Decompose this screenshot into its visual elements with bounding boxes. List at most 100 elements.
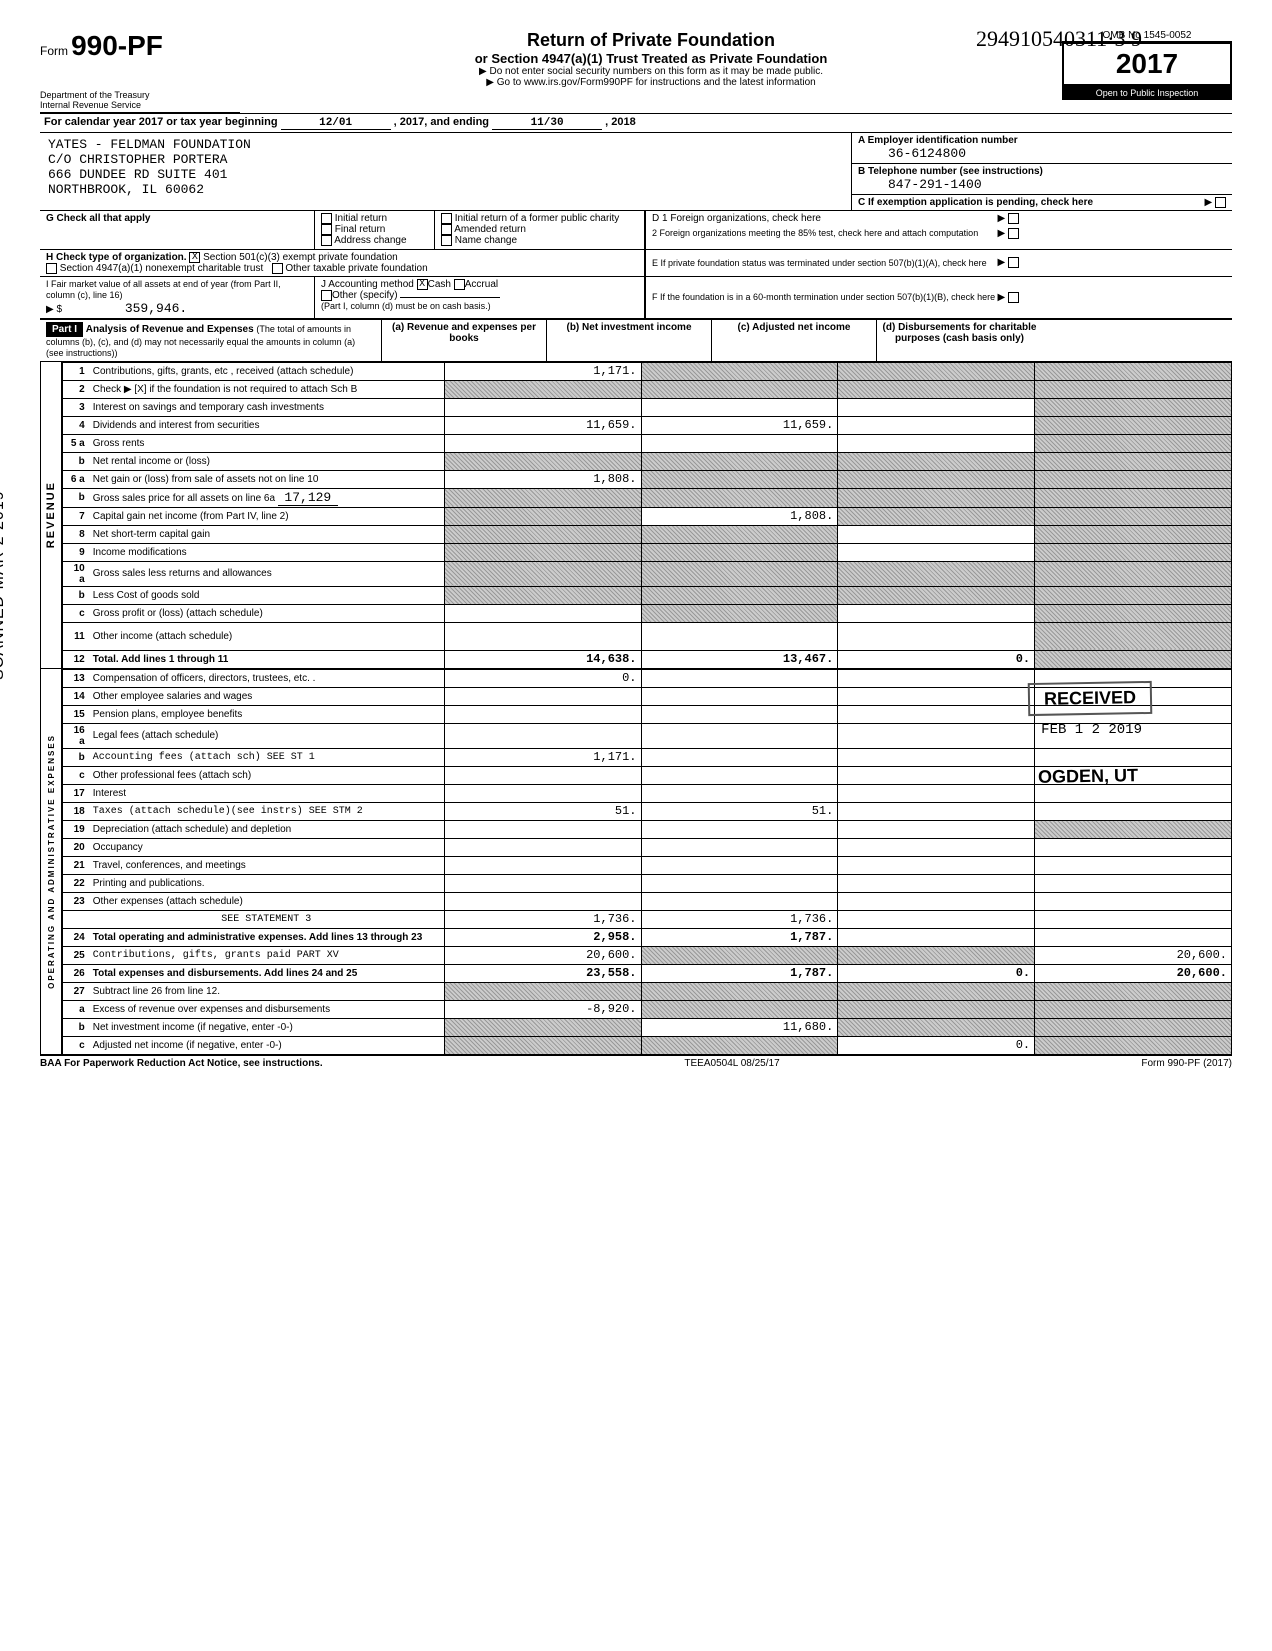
j-c3: Other (specify) <box>332 290 398 301</box>
row-27c: cAdjusted net income (if negative, enter… <box>63 1036 1232 1054</box>
e-label: E If private foundation status was termi… <box>652 258 987 268</box>
received-date-stamp: FEB 1 2 2019 <box>1041 722 1142 738</box>
i-label: I Fair market value of all assets at end… <box>46 279 281 300</box>
row-23: 23Other expenses (attach schedule) <box>63 892 1232 910</box>
footer-left: BAA For Paperwork Reduction Act Notice, … <box>40 1058 323 1069</box>
j-note: (Part I, column (d) must be on cash basi… <box>321 301 491 311</box>
row-6a: 6 aNet gain or (loss) from sale of asset… <box>63 470 1232 488</box>
cal-year-prefix: For calendar year 2017 or tax year begin… <box>44 116 278 128</box>
row-5a: 5 aGross rents <box>63 434 1232 452</box>
form-instr1: ▶ Do not enter social security numbers o… <box>250 66 1052 77</box>
row-20: 20Occupancy <box>63 838 1232 856</box>
j-other[interactable] <box>321 290 332 301</box>
row-27: 27Subtract line 26 from line 12. <box>63 982 1232 1000</box>
d1-checkbox[interactable] <box>1008 213 1019 224</box>
org-name: YATES - FELDMAN FOUNDATION <box>48 137 843 152</box>
box-c-checkbox[interactable] <box>1215 197 1226 208</box>
box-a-label: A Employer identification number <box>858 135 1226 146</box>
row-10b: bLess Cost of goods sold <box>63 586 1232 604</box>
g-initial-former[interactable] <box>441 213 452 224</box>
i-value: 359,946. <box>125 301 187 316</box>
row-5b: bNet rental income or (loss) <box>63 452 1232 470</box>
d2-label: 2 Foreign organizations meeting the 85% … <box>652 228 978 239</box>
cal-year-endyr: , 2018 <box>605 116 636 128</box>
footer-mid: TEEA0504L 08/25/17 <box>684 1058 779 1069</box>
g-name-change[interactable] <box>441 235 452 246</box>
row-27a: aExcess of revenue over expenses and dis… <box>63 1000 1232 1018</box>
open-inspection: Open to Public Inspection <box>1062 86 1232 100</box>
dept-irs: Internal Revenue Service <box>40 100 240 110</box>
handwritten-doc-id: 294910540311·3 9 <box>976 26 1142 52</box>
j-c1: Cash <box>428 279 451 290</box>
e-checkbox[interactable] <box>1008 257 1019 268</box>
g-c5: Amended return <box>454 224 526 235</box>
h-other-taxable[interactable] <box>272 263 283 274</box>
row-25: 25Contributions, gifts, grants paid PART… <box>63 946 1232 964</box>
part1-col-c: (c) Adjusted net income <box>712 320 877 361</box>
part1-col-b: (b) Net investment income <box>547 320 712 361</box>
row-21: 21Travel, conferences, and meetings <box>63 856 1232 874</box>
org-city-state-zip: NORTHBROOK, IL 60062 <box>48 182 843 197</box>
row-6b: bGross sales price for all assets on lin… <box>63 488 1232 507</box>
row-7: 7Capital gain net income (from Part IV, … <box>63 507 1232 525</box>
form-subtitle: or Section 4947(a)(1) Trust Treated as P… <box>250 51 1052 66</box>
g-address-change[interactable] <box>321 235 332 246</box>
row-19: 19Depreciation (attach schedule) and dep… <box>63 820 1232 838</box>
f-checkbox[interactable] <box>1008 292 1019 303</box>
cal-year-end: 11/30 <box>492 117 602 130</box>
row-22: 22Printing and publications. <box>63 874 1232 892</box>
form-instr2: ▶ Go to www.irs.gov/Form990PF for instru… <box>250 77 1052 88</box>
box-b-phone: 847-291-1400 <box>858 177 1226 192</box>
row-8: 8Net short-term capital gain <box>63 525 1232 543</box>
h-4947[interactable] <box>46 263 57 274</box>
g-final-return[interactable] <box>321 224 332 235</box>
j-accrual[interactable] <box>454 279 465 290</box>
box-a-ein: 36-6124800 <box>858 146 1226 161</box>
j-c2: Accrual <box>465 279 498 290</box>
g-initial-return[interactable] <box>321 213 332 224</box>
h-501c3[interactable]: X <box>189 252 200 263</box>
scanned-stamp: SCANNED MAR 2 2019 <box>0 490 8 680</box>
i-arrow: ▶ $ <box>46 304 62 315</box>
row-1: 1Contributions, gifts, grants, etc , rec… <box>63 362 1232 380</box>
h-label: H Check type of organization. <box>46 252 187 263</box>
org-care-of: C/O CHRISTOPHER PORTERA <box>48 152 843 167</box>
h-c3: Other taxable private foundation <box>285 263 427 274</box>
h-c2: Section 4947(a)(1) nonexempt charitable … <box>60 263 263 274</box>
h-c1: Section 501(c)(3) exempt private foundat… <box>203 252 398 263</box>
part1-col-d: (d) Disbursements for charitable purpose… <box>877 320 1042 361</box>
row-3: 3Interest on savings and temporary cash … <box>63 398 1232 416</box>
received-stamp: RECEIVED <box>1028 681 1153 716</box>
cal-year-begin: 12/01 <box>281 117 391 130</box>
part1-col-a: (a) Revenue and expenses per books <box>382 320 547 361</box>
footer-right: Form 990-PF (2017) <box>1141 1058 1232 1069</box>
row-4: 4Dividends and interest from securities1… <box>63 416 1232 434</box>
j-cash[interactable]: X <box>417 279 428 290</box>
row-10c: cGross profit or (loss) (attach schedule… <box>63 604 1232 622</box>
ogden-stamp: OGDEN, UT <box>1024 761 1153 792</box>
row-12: 12Total. Add lines 1 through 1114,638.13… <box>63 650 1232 668</box>
g-c3: Address change <box>334 236 406 247</box>
side-label-operating: OPERATING AND ADMINISTRATIVE EXPENSES <box>47 734 56 989</box>
row-2: 2Check ▶ [X] if the foundation is not re… <box>63 380 1232 398</box>
cal-year-mid: , 2017, and ending <box>394 116 489 128</box>
d2-checkbox[interactable] <box>1008 228 1019 239</box>
g-c6: Name change <box>455 236 517 247</box>
g-c2: Final return <box>335 224 386 235</box>
row-27b: bNet investment income (if negative, ent… <box>63 1018 1232 1036</box>
g-c4: Initial return of a former public charit… <box>455 213 620 224</box>
row-24: 24Total operating and administrative exp… <box>63 928 1232 946</box>
box-c-label: C If exemption application is pending, c… <box>858 197 1093 208</box>
box-b-label: B Telephone number (see instructions) <box>858 166 1226 177</box>
g-amended[interactable] <box>441 224 452 235</box>
side-label-revenue: REVENUE <box>45 481 57 548</box>
row-11: 11Other income (attach schedule) <box>63 622 1232 650</box>
row-23s: SEE STATEMENT 31,736.1,736. <box>63 910 1232 928</box>
form-prefix: Form <box>40 44 68 58</box>
row-9: 9Income modifications <box>63 543 1232 561</box>
org-street: 666 DUNDEE RD SUITE 401 <box>48 167 843 182</box>
j-label: J Accounting method <box>321 279 414 290</box>
form-title: Return of Private Foundation <box>250 30 1052 51</box>
form-number: 990-PF <box>71 30 163 61</box>
f-label: F If the foundation is in a 60-month ter… <box>652 292 995 302</box>
